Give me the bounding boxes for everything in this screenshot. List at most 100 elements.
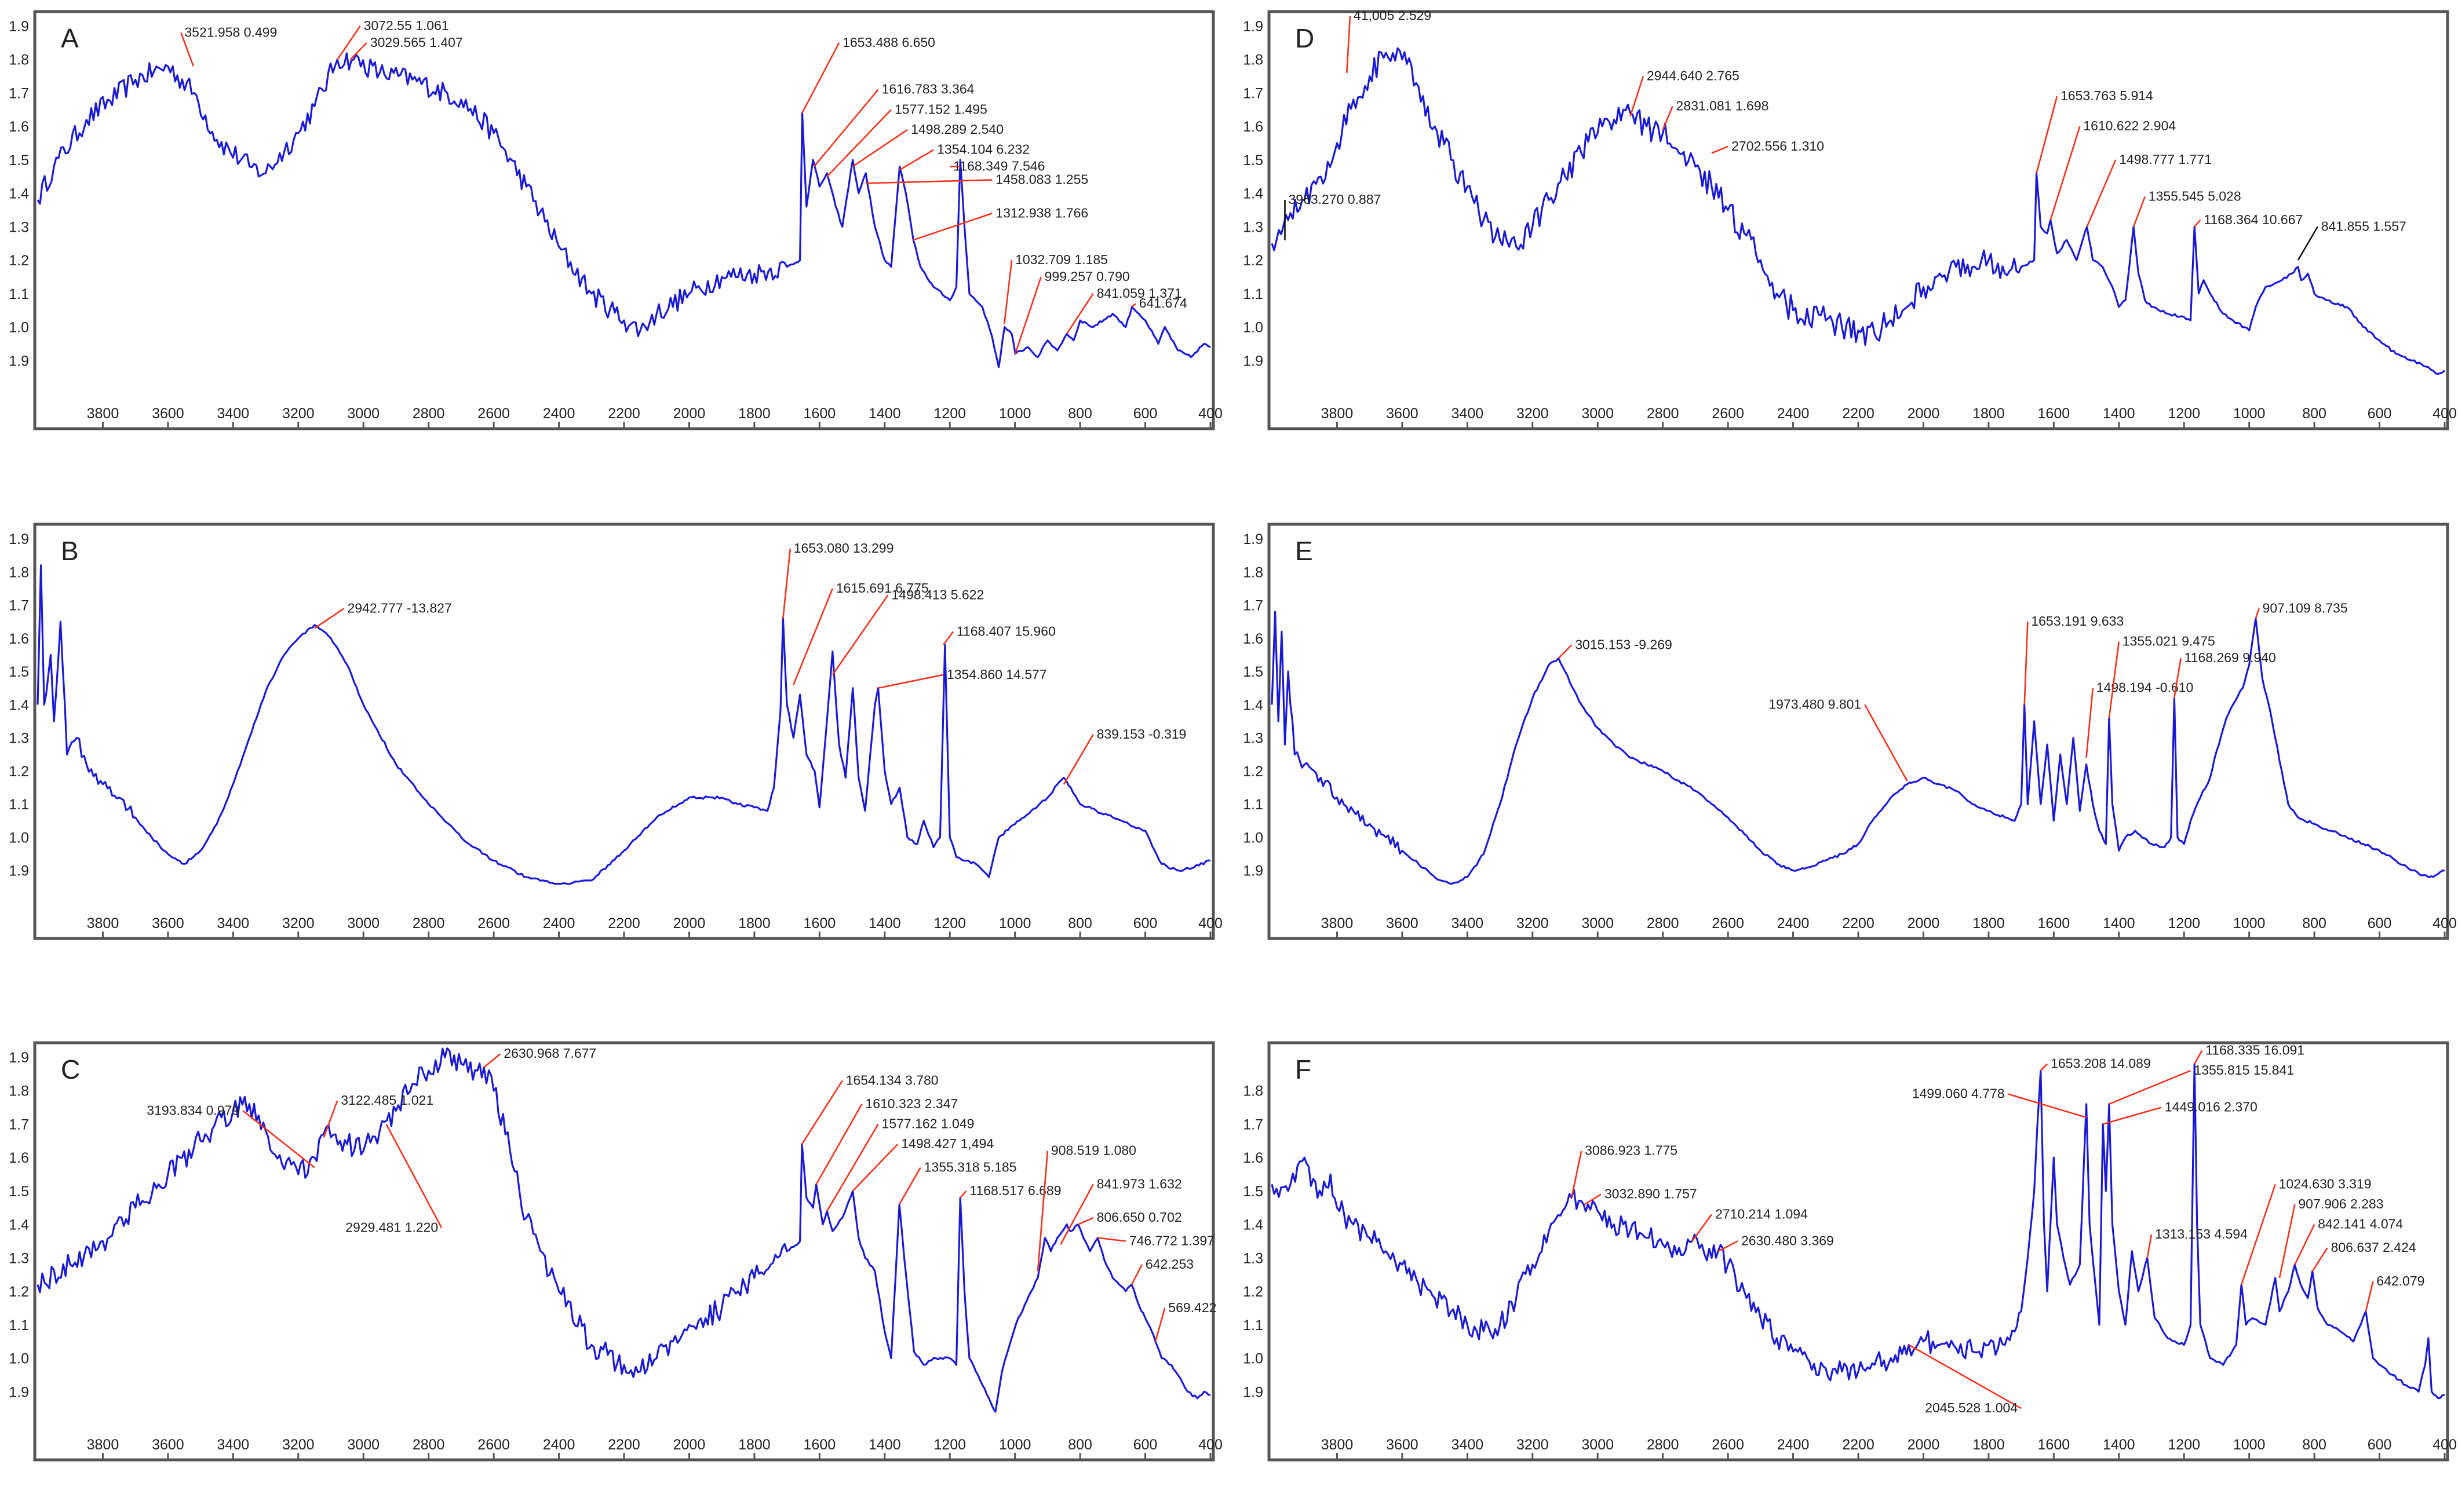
panel-b-y-tick-label: 1.5 <box>9 664 29 680</box>
panel-d-y-tick-label: 1.8 <box>1243 52 1263 68</box>
panel-c-x-tick-label: 2400 <box>543 1437 575 1453</box>
panel-e-spectrum-line <box>1271 611 2445 885</box>
panel-c-x-tick-label: 800 <box>1068 1437 1092 1453</box>
panel-c-x-tick-label: 3000 <box>347 1437 380 1453</box>
panel-f-x-tick-label: 3400 <box>1452 1437 1484 1453</box>
panel-c-x-tick-label: 1800 <box>738 1437 771 1453</box>
panel-d-peak-label: 2831.081 1.698 <box>1676 98 1769 114</box>
panel-a-y-tick-label: 1.1 <box>9 286 29 302</box>
panel-c-x-tick-label: 1000 <box>999 1437 1031 1453</box>
panel-f-peak-leader <box>1908 1344 2022 1409</box>
panel-b-y-tick-label: 1.1 <box>9 797 29 813</box>
panel-f-frame <box>1267 1041 2449 1462</box>
panel-a-x-tick-label: 2600 <box>477 406 510 422</box>
panel-a-x-tick-label: 3400 <box>217 406 250 422</box>
panel-f-x-tick-label: 3600 <box>1386 1437 1418 1453</box>
panel-c-peak-leader <box>852 1144 899 1192</box>
panel-b-peak-leader <box>793 588 834 685</box>
panel-c-y-tick-label: 1.3 <box>9 1250 29 1266</box>
panel-a-letter: A <box>61 23 79 53</box>
panel-f-peak-label: 3032.890 1.757 <box>1604 1186 1697 1201</box>
panel-e-y-tick-label: 1.2 <box>1243 764 1263 780</box>
panel-f-x-tick-label: 3000 <box>1581 1437 1614 1453</box>
panel-e-x-tick-label: 600 <box>2368 915 2392 932</box>
panel-e-y-tick-label: 1.4 <box>1243 697 1263 713</box>
panel-a-peak-leader <box>813 89 879 167</box>
panel-c-peak-label: 1355.318 5.185 <box>924 1160 1017 1175</box>
panel-f-x-tick-label: 600 <box>2368 1437 2392 1453</box>
panel-d-x-tick-label: 2800 <box>1647 406 1679 422</box>
panel-c-peak-leader <box>483 1053 501 1068</box>
panel-c-peak-label: 569.422 <box>1168 1300 1216 1315</box>
panel-e-y-tick-label: 1.9 <box>1243 531 1263 547</box>
panel-e-x-tick-label: 1400 <box>2103 915 2135 932</box>
panel-a-peak-leader <box>180 32 194 67</box>
panel-b-frame <box>33 523 1215 940</box>
panel-e-peak-leader <box>2023 622 2029 705</box>
panel-c-x-tick-label: 2200 <box>608 1437 640 1453</box>
panel-b-x-tick-label: 400 <box>1198 915 1223 932</box>
panel-c-peak-label: 3122.485 1.021 <box>341 1093 433 1108</box>
panel-f-y-tick-label: 1.8 <box>1243 1083 1263 1100</box>
panel-b-y-tick-label: 1.9 <box>9 863 29 879</box>
panel-f-x-tick-label: 1600 <box>2038 1437 2070 1453</box>
panel-a-peak-leader <box>1131 303 1136 308</box>
panel-e-x-tick-label: 3200 <box>1516 915 1549 932</box>
panel-e-y-tick-label: 1.1 <box>1243 797 1263 813</box>
panel-c-peak-leader <box>1078 1217 1094 1225</box>
panel-c-peak-leader <box>1097 1237 1126 1242</box>
panel-b-peak-label: 1498.413 5.622 <box>891 587 984 602</box>
panel-a-peak-label: 1653.488 6.650 <box>843 35 935 50</box>
panel-d-peak-label: 41,005 2.529 <box>1354 8 1431 23</box>
panel-f-peak-label: 2710.214 1.094 <box>1715 1206 1808 1221</box>
panel-d-x-tick-label: 2000 <box>1908 406 1940 422</box>
panel-c-x-tick-label: 1600 <box>804 1437 836 1453</box>
panel-f-y-tick-label: 1.4 <box>1243 1217 1263 1233</box>
panel-d-peak-leader <box>1711 145 1728 154</box>
panel-e-peak-label: 1653.191 9.633 <box>2031 613 2124 629</box>
panel-d-x-tick-label: 2400 <box>1777 406 1810 422</box>
panel-e-peak-leader <box>2173 658 2182 699</box>
panel-c-peak-label: 1610.323 2.347 <box>865 1096 958 1111</box>
panel-f-peak-label: 1024.630 3.319 <box>2279 1176 2372 1191</box>
panel-b-y-tick-label: 1.3 <box>9 731 29 747</box>
panel-c-peak-label: 642.253 <box>1146 1257 1194 1272</box>
panel-e-x-tick-label: 1000 <box>2233 915 2266 932</box>
panel-e-x-tick-label: 1800 <box>1972 915 2005 932</box>
panel-b-y-tick-label: 1.2 <box>9 764 29 780</box>
panel-d-y-tick-label: 1.5 <box>1243 152 1263 169</box>
panel-d-peak-label: 1168.364 10.667 <box>2204 212 2303 227</box>
panel-a-x-tick-label: 1200 <box>933 406 966 422</box>
panel-a-peak-label: 1498.289 2.540 <box>911 122 1004 137</box>
panel-c-y-tick-label: 1.5 <box>9 1184 29 1200</box>
panel-d-x-tick-label: 3200 <box>1516 406 1549 422</box>
panel-d-peak-label: 1355.545 5.028 <box>2149 188 2241 203</box>
panel-e-x-tick-label: 2200 <box>1842 915 1875 932</box>
panel-e-x-tick-label: 400 <box>2433 915 2457 932</box>
panel-c-peak-label: 1654.134 3.780 <box>846 1072 939 1087</box>
panel-c-spectrum-line <box>37 1047 1211 1413</box>
panel-d-x-tick-label: 1200 <box>2168 406 2200 422</box>
panel-b-y-tick-label: 1.0 <box>9 830 29 846</box>
panel-e-x-tick-label: 3600 <box>1386 915 1418 932</box>
panel-b-x-tick-label: 2600 <box>477 915 510 932</box>
panel-f-x-tick-label: 2000 <box>1908 1437 1940 1453</box>
panel-a-y-tick-label: 1.4 <box>9 186 29 202</box>
panel-e-letter: E <box>1295 536 1313 566</box>
panel-c-peak-label: 2929.481 1.220 <box>345 1219 438 1235</box>
panel-c-peak-leader <box>826 1123 879 1212</box>
panel-a-y-tick-label: 1.9 <box>9 19 29 35</box>
panel-d: D 1.9 1.0 1.1 1.2 1.3 1.4 1.5 1.6 1.7 1.8 1.9 3800 36… <box>1243 8 2457 430</box>
panel-a-x-tick-label: 3000 <box>347 406 380 422</box>
panel-c-y-tick-label: 1.1 <box>9 1317 29 1334</box>
panel-d-y-tick-label: 1.3 <box>1243 219 1263 235</box>
panel-a-peak-leader <box>1014 276 1042 355</box>
panel-f-peak-leader <box>1717 1240 1738 1252</box>
panel-a-peak-label: 3029.565 1.407 <box>370 35 463 50</box>
panel-f-x-tick-label: 1400 <box>2103 1437 2135 1453</box>
panel-d-peak-label: 3963.270 0.887 <box>1288 192 1381 207</box>
panel-c-y-tick-label: 1.7 <box>9 1116 29 1133</box>
panel-c-peak-label: 841.973 1.632 <box>1097 1176 1182 1191</box>
panel-b-x-tick-label: 3000 <box>347 915 380 932</box>
